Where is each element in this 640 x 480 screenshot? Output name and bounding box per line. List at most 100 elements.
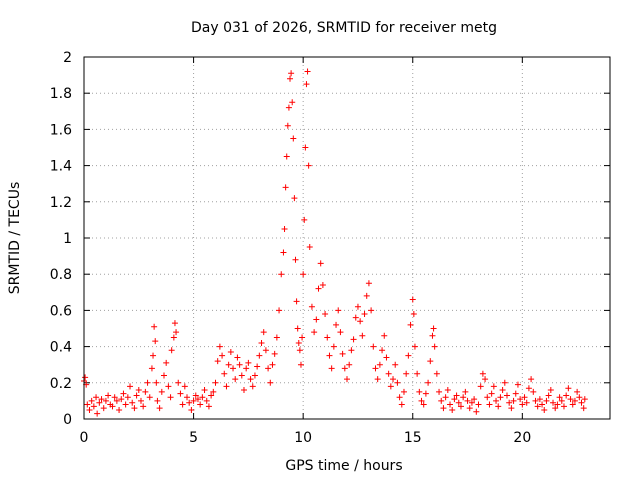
grid-lines	[84, 57, 610, 419]
data-point	[118, 396, 125, 403]
data-point	[102, 397, 109, 404]
data-point	[344, 376, 350, 383]
y-axis-label: SRMTID / TECUs	[7, 182, 23, 295]
data-point	[532, 397, 539, 404]
data-point	[569, 401, 576, 408]
data-point	[308, 303, 315, 310]
data-point	[133, 392, 140, 399]
data-point	[299, 334, 306, 341]
data-point	[256, 352, 263, 359]
x-tick-label: 5	[189, 430, 198, 446]
plot-frame	[83, 56, 611, 420]
data-point	[296, 347, 303, 354]
data-point	[236, 361, 243, 368]
y-tick-label: 0	[63, 412, 72, 428]
data-point	[387, 383, 394, 390]
data-point	[205, 403, 212, 410]
data-point	[302, 144, 309, 151]
data-point	[471, 396, 478, 403]
data-point	[341, 365, 348, 372]
data-point	[127, 383, 134, 390]
data-point	[208, 392, 215, 399]
data-point	[361, 311, 368, 318]
data-point	[297, 361, 304, 368]
data-point	[168, 347, 175, 354]
data-point	[429, 332, 436, 339]
data-point	[457, 403, 464, 410]
data-point	[442, 394, 449, 401]
data-point	[379, 347, 386, 354]
y-tick-labels: 0 0.2 0.4 0.6 0.8 1 1.2 1.4 1.6 1.8 2	[50, 50, 72, 428]
data-point	[466, 405, 473, 412]
data-point	[170, 334, 177, 341]
data-point	[427, 358, 434, 365]
data-point	[84, 401, 91, 408]
data-point	[221, 370, 228, 377]
data-point	[260, 329, 267, 336]
data-point	[530, 388, 537, 395]
data-point	[188, 406, 195, 413]
data-point	[405, 352, 412, 359]
data-point	[574, 388, 581, 395]
data-point	[230, 365, 237, 372]
data-point	[303, 81, 310, 88]
data-point	[249, 383, 256, 390]
data-point	[243, 365, 250, 372]
data-point	[306, 244, 313, 251]
data-point	[88, 397, 95, 404]
data-point	[240, 387, 247, 394]
data-point	[289, 99, 296, 106]
data-point	[409, 296, 416, 303]
data-point	[519, 401, 526, 408]
data-point	[150, 352, 157, 359]
data-point	[354, 303, 361, 310]
data-point	[194, 396, 201, 403]
data-point	[232, 376, 239, 383]
data-point	[113, 397, 120, 404]
data-point	[173, 329, 180, 336]
data-point	[398, 401, 405, 408]
data-point	[475, 401, 482, 408]
x-tick-label: 0	[80, 430, 89, 446]
data-point	[144, 379, 151, 386]
data-point	[348, 347, 355, 354]
data-point	[453, 392, 460, 399]
data-points	[81, 68, 588, 417]
data-point	[214, 358, 221, 365]
data-point	[273, 334, 280, 341]
data-point	[392, 361, 399, 368]
data-point	[363, 292, 370, 299]
data-point	[410, 311, 417, 318]
data-point	[333, 321, 340, 328]
data-point	[238, 372, 245, 379]
data-point	[287, 75, 294, 82]
data-point	[460, 394, 467, 401]
data-point	[547, 387, 554, 394]
data-point	[444, 387, 451, 394]
data-point	[234, 354, 241, 361]
data-point	[258, 339, 265, 346]
x-tick-label: 15	[404, 430, 422, 446]
data-point	[290, 135, 297, 142]
data-point	[156, 405, 163, 412]
data-point	[565, 385, 572, 392]
data-point	[357, 318, 364, 325]
data-point	[175, 379, 182, 386]
data-point	[315, 285, 322, 292]
data-point	[517, 396, 524, 403]
data-point	[571, 397, 578, 404]
data-point	[578, 399, 585, 406]
data-point	[514, 381, 521, 388]
data-point	[140, 403, 147, 410]
data-point	[411, 343, 418, 350]
data-point	[301, 216, 308, 223]
data-point	[154, 397, 161, 404]
data-point	[339, 350, 346, 357]
data-point	[124, 394, 131, 401]
data-point	[383, 354, 390, 361]
data-point	[283, 153, 290, 160]
data-point	[201, 387, 208, 394]
data-point	[523, 399, 530, 406]
data-point	[430, 325, 437, 332]
